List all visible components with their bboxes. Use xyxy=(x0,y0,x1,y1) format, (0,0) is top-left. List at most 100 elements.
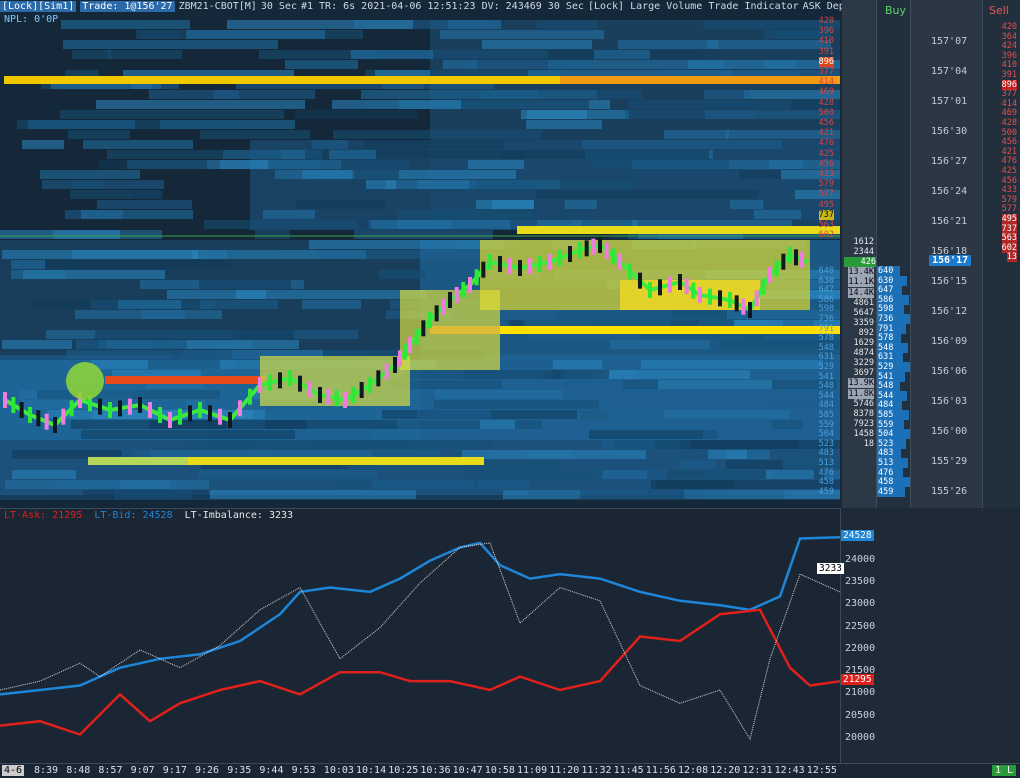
volume-value: 13.9K xyxy=(848,378,874,389)
y-tick: 21000 xyxy=(845,687,876,699)
volume-value: 3359 xyxy=(853,317,874,328)
price-bar xyxy=(351,387,356,403)
sell-value: 377 xyxy=(1001,89,1017,100)
sell-header[interactable]: Sell xyxy=(989,4,1009,17)
bid-depth-value: 791 xyxy=(818,323,834,334)
sell-value: 396 xyxy=(1001,50,1017,61)
ask-depth-value: 456 xyxy=(818,158,834,169)
buy-value: 483 xyxy=(877,448,901,459)
buy-value: 548 xyxy=(877,342,908,353)
time-axis[interactable]: 4-6 8:39 8:48 8:57 9:07 9:17 9:26 9:35 9:44 9:53 1… xyxy=(0,763,1020,778)
oscillator-axis: 24000 23500 23000 22500 22000 21500 21000 20500… xyxy=(817,508,1020,763)
bid-depth-value: 544 xyxy=(818,390,834,401)
lt-bid-line xyxy=(0,535,840,696)
price-bar xyxy=(258,377,262,393)
price-bar xyxy=(298,375,302,392)
liquidity-band xyxy=(517,226,840,234)
heatmap-chart[interactable]: 420 396 410 391 896 377 414 469 428 500 456 421 476 4… xyxy=(0,0,840,508)
legend-lt-bid: LT-Bid: 24528 xyxy=(94,510,173,521)
price-bar xyxy=(498,256,502,272)
price-bar xyxy=(538,256,542,272)
price-bar xyxy=(326,388,331,405)
volume-value: 11.1K xyxy=(848,277,874,288)
bid-depth-value: 504 xyxy=(818,429,834,440)
y-tick: 22000 xyxy=(845,642,876,654)
chart-toolbar: [Lock][Sim1] Trade: 1@156'27 ZBM21-CBOT[M]… xyxy=(0,0,857,14)
ladder-price: 156'18 xyxy=(931,246,968,257)
time-label: 12:43 xyxy=(774,765,805,776)
price-bar xyxy=(761,278,766,295)
price-column[interactable]: 157'07 157'04 157'01 156'30 156'27 156'24 156'… xyxy=(910,0,983,508)
price-bar xyxy=(19,402,24,418)
price-bar xyxy=(548,254,552,270)
price-bar xyxy=(218,408,222,425)
time-label: 8:39 xyxy=(34,765,59,776)
price-bar xyxy=(288,370,292,386)
volume-value: 5647 xyxy=(853,307,874,318)
ask-depth-value: 428 xyxy=(818,97,834,108)
sell-value: 414 xyxy=(1001,98,1017,109)
legend-lt-ask: LT-Ask: 21295 xyxy=(4,510,83,521)
buy-value: 523 xyxy=(877,438,906,449)
volume-value: 7923 xyxy=(853,418,874,429)
ladder-price: 156'27 xyxy=(931,156,968,167)
oscillator-panel[interactable] xyxy=(0,508,840,764)
imbalance-value-tag: 3233 xyxy=(817,562,844,574)
price-bar xyxy=(208,405,212,422)
trade-label: Trade: 1@156'27 xyxy=(80,1,175,12)
y-tick: 23000 xyxy=(845,598,876,610)
price-bar xyxy=(774,260,779,277)
buy-value: 640 xyxy=(877,266,900,276)
sell-value: 469 xyxy=(1001,108,1017,119)
instrument-label[interactable]: ZBM21-CBOT[M] xyxy=(178,1,257,12)
bid-depth-value: 598 xyxy=(818,304,834,315)
sell-value: 410 xyxy=(1001,60,1017,71)
price-bar xyxy=(11,397,16,413)
liquidity-band xyxy=(500,326,840,334)
bid-depth-value: 736 xyxy=(818,314,834,324)
ask-depth-value: 563 xyxy=(818,220,834,230)
bid-depth-value: 513 xyxy=(818,458,834,468)
large-order-band xyxy=(105,376,265,384)
sell-value: 500 xyxy=(1001,127,1017,138)
buy-header[interactable]: Buy xyxy=(885,4,907,17)
ladder-price: 155'29 xyxy=(931,456,968,467)
ladder-price: 157'07 xyxy=(931,36,968,47)
ladder-price: 157'01 xyxy=(931,96,968,107)
price-bar xyxy=(591,238,596,255)
ask-depth-value: 579 xyxy=(818,179,834,190)
price-bar xyxy=(598,237,602,253)
bid-depth-value: 483 xyxy=(818,448,834,459)
volume-column: 1612 2344 426 13.4K 11.1K 14.4K 4861 5647 3359 89… xyxy=(842,0,876,508)
time-label: 10:14 xyxy=(356,765,387,776)
volume-value: 13.4K xyxy=(848,267,874,278)
bid-depth-value: 476 xyxy=(818,467,834,478)
ask-depth-value: 456 xyxy=(818,118,834,128)
buy-column[interactable]: Buy 640 630 647 586 598 736 791 578 548 631 529 541… xyxy=(876,0,911,508)
price-bar xyxy=(198,402,202,418)
buy-value: 459 xyxy=(877,486,905,497)
sell-column[interactable]: Sell 420 364 424 396 410 391 896 377 414 469 428 50… xyxy=(982,0,1020,508)
price-bar xyxy=(698,287,702,303)
buy-value: 647 xyxy=(877,285,902,296)
price-bar xyxy=(638,272,642,289)
price-bar xyxy=(734,295,739,312)
price-bar xyxy=(368,377,372,393)
price-bar xyxy=(468,277,472,293)
sell-value: 737 xyxy=(1001,223,1017,234)
ladder-price: 156'12 xyxy=(931,306,968,317)
lock-sim-label[interactable]: [Lock][Sim1] xyxy=(0,1,77,12)
buy-value: 791 xyxy=(877,323,906,334)
price-bar xyxy=(754,290,759,307)
price-bar xyxy=(334,390,339,407)
price-bar xyxy=(728,292,732,308)
sell-value: 456 xyxy=(1001,137,1017,148)
ladder-price: 156'09 xyxy=(931,336,968,347)
ask-depth-value: 414 xyxy=(818,77,834,88)
time-label: 9:26 xyxy=(195,765,220,776)
oscillator-canvas xyxy=(0,535,840,741)
indicator-label[interactable]: [Lock] Large Volume Trade Indicator xyxy=(587,1,799,12)
period-label[interactable]: 30 Sec xyxy=(260,1,297,12)
price-bar xyxy=(794,249,798,266)
volume-value: 1458 xyxy=(853,428,874,439)
